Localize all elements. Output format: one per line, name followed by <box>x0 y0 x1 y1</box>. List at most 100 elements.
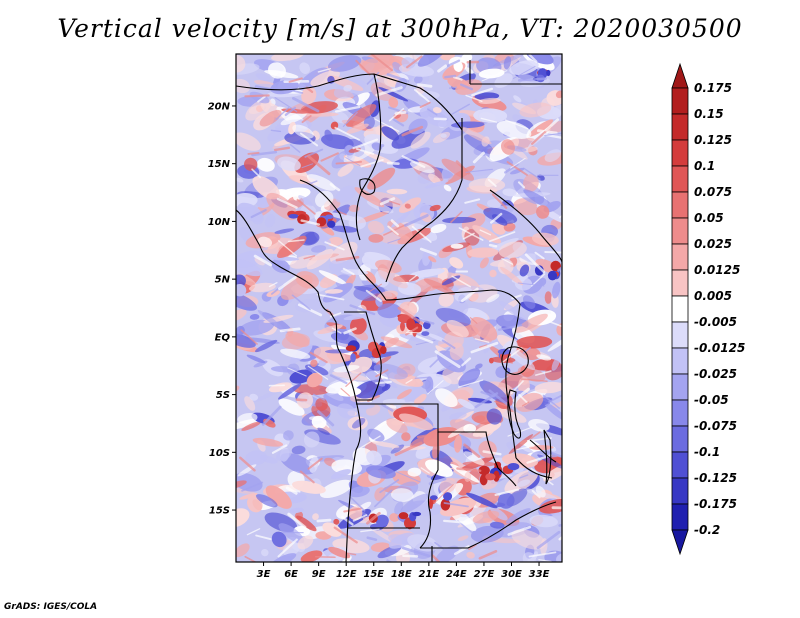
field-streak <box>277 275 297 291</box>
field-streak <box>416 432 440 439</box>
lat-tick-label: 10N <box>208 217 231 228</box>
convective-cell <box>443 492 453 501</box>
field-patch <box>401 57 416 69</box>
field-patch <box>310 70 341 87</box>
field-patch <box>324 129 333 142</box>
field-streak <box>415 335 434 344</box>
field-patch <box>496 120 532 139</box>
field-patch <box>528 445 554 451</box>
field-patch <box>388 532 415 549</box>
field-streak <box>512 65 536 79</box>
field-streak <box>401 546 431 558</box>
convective-cell <box>375 514 389 527</box>
lat-tick-label: 15N <box>208 159 231 170</box>
lat-tick-label: 15S <box>209 506 230 517</box>
field-streak <box>392 118 405 127</box>
lon-tick-label: 9E <box>312 569 326 580</box>
field-patch <box>503 56 512 70</box>
field-patch <box>498 241 527 259</box>
field-streak <box>464 198 481 204</box>
field-streak <box>378 420 387 428</box>
field-patch <box>289 507 304 514</box>
field-streak <box>557 265 562 272</box>
field-patch <box>354 187 385 208</box>
field-patch <box>295 271 319 289</box>
field-patch <box>446 319 469 338</box>
field-patch <box>515 313 548 333</box>
field-streak <box>471 87 494 97</box>
field-patch <box>398 413 434 431</box>
field-streak <box>387 238 401 244</box>
field-patch <box>470 525 504 543</box>
field-streak <box>397 306 424 325</box>
field-patch <box>377 303 402 319</box>
field-streak <box>250 208 267 219</box>
field-patch <box>236 325 245 336</box>
field-patch <box>277 156 301 172</box>
software-credit: GrADS: IGES/COLA <box>4 602 98 612</box>
field-patch <box>458 368 481 388</box>
field-streak <box>335 160 363 165</box>
field-streak <box>244 94 270 98</box>
field-streak <box>301 163 314 169</box>
field-patch <box>425 459 453 477</box>
field-patch <box>249 313 260 320</box>
convective-cell <box>547 270 558 281</box>
lon-tick-label: 27E <box>474 569 495 580</box>
field-patch <box>283 430 294 441</box>
field-patch <box>430 223 447 234</box>
field-streak <box>319 418 330 428</box>
field-patch <box>523 174 539 192</box>
field-patch <box>292 124 314 139</box>
field-streak <box>413 88 430 103</box>
field-patch <box>381 126 400 141</box>
colorbar-label: 0.1 <box>694 159 715 173</box>
field-patch <box>388 97 399 108</box>
field-patch <box>539 498 562 514</box>
convective-cell <box>550 260 561 272</box>
field-streak <box>293 90 304 94</box>
field-patch <box>551 357 560 371</box>
field-streak <box>335 105 361 113</box>
colorbar-segment <box>671 503 689 531</box>
field-streak <box>371 143 385 148</box>
field-streak <box>458 227 484 241</box>
field-patch <box>386 188 408 195</box>
field-streak <box>501 257 514 265</box>
field-patch <box>249 91 270 104</box>
field-streak <box>401 155 426 169</box>
field-streak <box>360 159 384 168</box>
field-patch <box>422 250 431 266</box>
field-patch <box>500 266 524 286</box>
field-patch <box>245 450 268 466</box>
field-streak <box>389 200 401 206</box>
field-patch <box>268 62 286 79</box>
border-angola-zambia <box>419 432 439 549</box>
field-patch <box>372 441 400 448</box>
field-patch <box>346 123 369 134</box>
field-streak <box>261 405 282 426</box>
field-streak <box>334 126 360 141</box>
field-patch <box>468 178 506 193</box>
field-patch <box>552 104 562 116</box>
field-streak <box>416 83 433 88</box>
field-patch <box>438 292 454 307</box>
field-streak <box>414 376 429 379</box>
field-streak <box>274 146 291 152</box>
field-streak <box>479 229 492 236</box>
field-streak <box>538 559 552 562</box>
colorbar-label: -0.0125 <box>694 341 745 355</box>
field-patch <box>491 222 506 235</box>
field-patch <box>432 107 442 114</box>
field-patch <box>464 67 474 74</box>
field-patch <box>454 287 473 302</box>
field-patch <box>413 75 423 84</box>
field-patch <box>369 54 403 67</box>
field-streak <box>530 467 554 486</box>
field-patch <box>271 54 304 62</box>
field-streak <box>518 393 529 404</box>
chart-title: Vertical velocity [m/s] at 300hPa, VT: 2… <box>57 14 743 43</box>
field-streak <box>531 273 546 287</box>
field-streak <box>239 456 256 472</box>
field-patch <box>443 184 452 192</box>
